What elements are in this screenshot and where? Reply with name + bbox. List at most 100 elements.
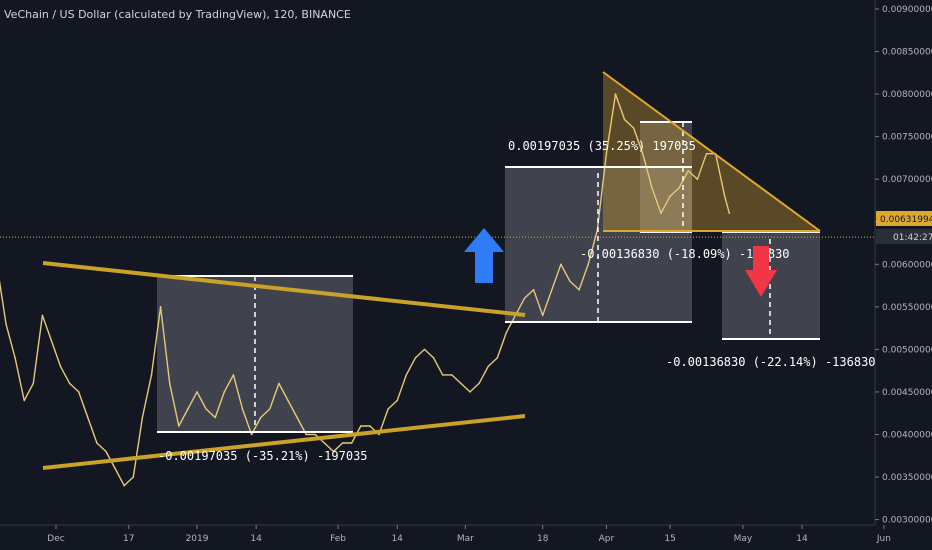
price-point xyxy=(5,323,7,325)
price-point xyxy=(728,212,731,214)
y-tick-label: 0.00750000 xyxy=(882,133,932,143)
measure-label-2: 0.00197035 (35.25%) 197035 xyxy=(508,139,696,153)
price-point xyxy=(187,408,189,410)
price-point xyxy=(414,357,417,359)
price-point xyxy=(87,416,89,419)
y-tick-label: 0.00450000 xyxy=(882,388,932,398)
price-point xyxy=(460,382,462,385)
price-point xyxy=(378,433,380,436)
up-arrow-icon xyxy=(464,228,504,283)
price-point xyxy=(587,263,589,266)
x-tick-label: 14 xyxy=(391,534,403,544)
measure-box[interactable] xyxy=(505,167,598,322)
price-point xyxy=(369,425,371,427)
y-tick-label: 0.00800000 xyxy=(882,90,932,100)
x-tick-label: Feb xyxy=(330,534,346,544)
price-point xyxy=(77,391,80,393)
y-tick-label: 0.00600000 xyxy=(882,260,932,270)
price-point xyxy=(178,425,180,427)
upper-trendline[interactable] xyxy=(42,261,526,317)
current-price-value: 0.00631994 xyxy=(880,215,932,225)
price-point xyxy=(478,382,480,385)
x-tick-label: 17 xyxy=(123,534,134,544)
triangle-upper-trendline[interactable] xyxy=(602,71,821,232)
price-point xyxy=(250,433,253,436)
chart-title: VeChain / US Dollar (calculated by Tradi… xyxy=(4,8,351,21)
x-tick-label: Dec xyxy=(47,534,64,544)
price-point xyxy=(68,382,71,385)
measure-label-3: -0.00136830 (-18.09%) -136830 xyxy=(580,247,790,261)
price-point xyxy=(360,425,362,427)
x-tick-label: 2019 xyxy=(186,534,209,544)
y-tick-label: 0.00350000 xyxy=(882,473,932,483)
x-axis: Dec 17 2019 14 Feb 14 Mar 18 Apr 15 May 14 Jun xyxy=(0,524,891,544)
price-point xyxy=(569,280,571,283)
measure-label-1: -0.00197035 (-35.21%) -197035 xyxy=(158,449,368,463)
price-point xyxy=(132,476,135,478)
measure-box[interactable] xyxy=(722,232,820,339)
price-point xyxy=(432,357,435,359)
price-point xyxy=(32,382,35,385)
price-point xyxy=(687,169,690,172)
price-point xyxy=(296,416,298,419)
countdown-badge xyxy=(876,229,932,244)
x-tick-label: Mar xyxy=(457,534,474,544)
price-point xyxy=(387,408,389,410)
price-point xyxy=(150,374,153,376)
price-point xyxy=(50,340,53,342)
price-point xyxy=(168,382,171,385)
price-point xyxy=(523,297,526,300)
price-point xyxy=(59,365,62,368)
price-point xyxy=(451,374,453,376)
price-point xyxy=(541,314,544,317)
price-point xyxy=(614,93,617,95)
price-point xyxy=(159,306,162,308)
price-point xyxy=(314,433,317,436)
lower-trendline[interactable] xyxy=(42,414,526,470)
price-point xyxy=(214,416,216,419)
current-price-badge xyxy=(876,211,932,226)
price-point xyxy=(269,408,271,410)
price-point xyxy=(723,195,726,197)
y-tick-label: 0.00550000 xyxy=(882,303,932,313)
price-point xyxy=(278,382,280,385)
down-arrow-icon xyxy=(745,246,777,297)
price-point xyxy=(114,467,116,470)
price-point xyxy=(287,399,289,402)
price-point xyxy=(241,408,244,410)
measure-box[interactable] xyxy=(598,167,692,322)
y-tick-label: 0.00500000 xyxy=(882,345,932,355)
price-point xyxy=(505,331,508,334)
measure-box[interactable] xyxy=(157,276,353,432)
price-point xyxy=(632,127,635,129)
price-point xyxy=(696,178,699,180)
price-point xyxy=(141,416,144,419)
price-point xyxy=(96,442,98,444)
price-point xyxy=(350,442,353,444)
y-axis: 0.00900000 0.00850000 0.00800000 0.00750000… xyxy=(874,0,932,526)
price-point xyxy=(14,357,16,359)
x-tick-label: 14 xyxy=(796,534,808,544)
price-point xyxy=(305,433,308,436)
price-point xyxy=(487,365,490,368)
price-point xyxy=(623,118,626,121)
price-point xyxy=(223,391,226,393)
y-tick-label: 0.00900000 xyxy=(882,5,932,15)
price-point xyxy=(23,399,26,402)
x-tick-label: 15 xyxy=(664,534,675,544)
price-point xyxy=(705,152,708,155)
price-point xyxy=(259,416,262,419)
price-point xyxy=(41,314,44,317)
price-point xyxy=(605,152,608,155)
x-tick-label: Apr xyxy=(599,534,615,544)
drawing-lines xyxy=(0,71,875,470)
price-point xyxy=(332,450,335,453)
price-point xyxy=(496,357,499,359)
x-tick-label: 18 xyxy=(537,534,549,544)
price-point xyxy=(405,374,408,376)
y-tick-label: 0.00700000 xyxy=(882,175,932,185)
price-point xyxy=(323,442,326,444)
y-tick-label: 0.00300000 xyxy=(882,516,932,526)
price-point xyxy=(341,442,344,444)
